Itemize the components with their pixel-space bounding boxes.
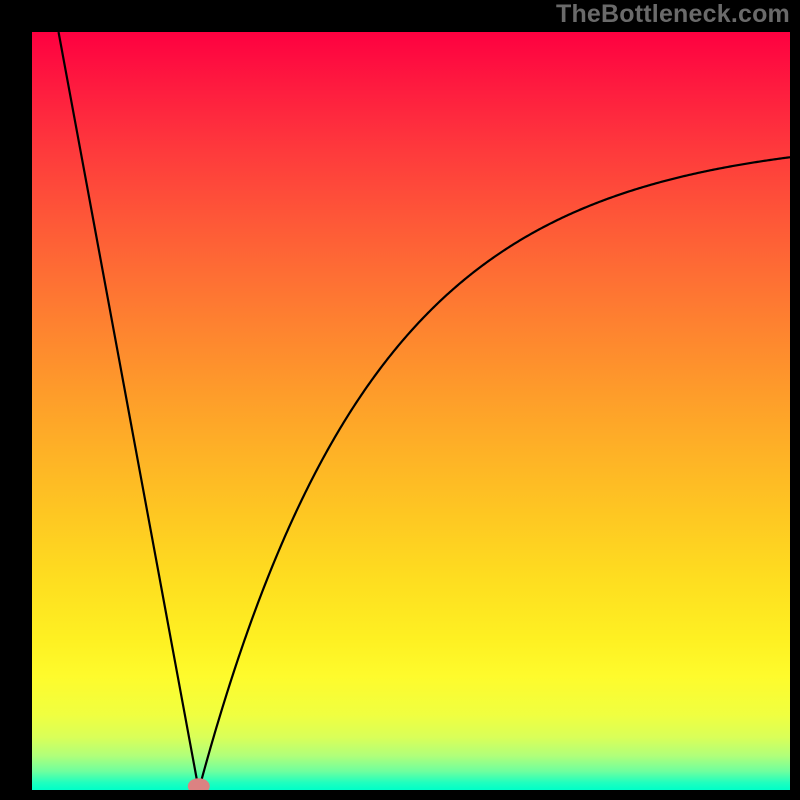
chart-container: TheBottleneck.com [0,0,800,800]
plot-area [32,32,790,790]
minimum-marker [188,778,210,790]
bottleneck-curve [32,32,790,790]
watermark-text: TheBottleneck.com [556,0,790,29]
